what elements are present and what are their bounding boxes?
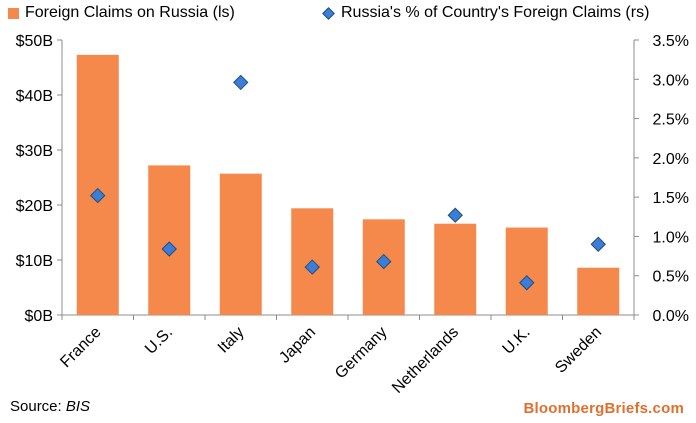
source-name: BIS bbox=[65, 398, 91, 415]
right-tick-label: 1.5% bbox=[653, 190, 689, 207]
source-prefix: Source: bbox=[10, 398, 62, 415]
brand-watermark: BloombergBriefs.com bbox=[523, 400, 684, 417]
left-tick-label: $40B bbox=[16, 88, 53, 105]
bar bbox=[76, 54, 119, 315]
left-tick-label: $0B bbox=[25, 308, 53, 325]
right-tick-label: 3.5% bbox=[653, 33, 689, 50]
source-note: Source: BIS bbox=[10, 398, 90, 415]
bar bbox=[219, 173, 262, 315]
diamond-marker bbox=[447, 207, 463, 223]
legend-bar-swatch bbox=[8, 7, 19, 19]
left-tick-label: $10B bbox=[16, 253, 53, 270]
category-label: Japan bbox=[276, 324, 319, 367]
legend-item-diamonds: Russia's % of Country's Foreign Claims (… bbox=[322, 4, 649, 22]
category-label: U.S. bbox=[142, 324, 176, 358]
right-tick-label: 2.0% bbox=[653, 151, 689, 168]
category-label: Germany bbox=[332, 324, 391, 383]
diamond-marker bbox=[161, 241, 177, 257]
right-tick-label: 3.0% bbox=[653, 72, 689, 89]
legend-bar-label: Foreign Claims on Russia (ls) bbox=[25, 4, 235, 21]
legend-item-bars: Foreign Claims on Russia (ls) bbox=[8, 4, 235, 22]
category-label: France bbox=[57, 324, 104, 371]
bar bbox=[505, 227, 548, 315]
right-tick-label: 0.0% bbox=[653, 308, 689, 325]
diamond-marker bbox=[304, 259, 320, 275]
category-label: Netherlands bbox=[389, 324, 462, 397]
right-tick-label: 0.5% bbox=[653, 269, 689, 286]
right-tick-label: 1.0% bbox=[653, 229, 689, 246]
left-tick-label: $50B bbox=[16, 33, 53, 50]
category-label: U.K. bbox=[500, 324, 534, 358]
left-tick-label: $30B bbox=[16, 143, 53, 160]
legend-diamond-label: Russia's % of Country's Foreign Claims (… bbox=[341, 4, 650, 21]
diamond-marker bbox=[376, 253, 392, 270]
bar bbox=[148, 165, 191, 315]
diamond-marker bbox=[233, 74, 249, 91]
bar bbox=[434, 223, 477, 315]
legend: Foreign Claims on Russia (ls) Russia's %… bbox=[0, 4, 696, 26]
left-tick-label: $20B bbox=[16, 198, 53, 215]
category-label: Sweden bbox=[552, 324, 605, 377]
right-tick-label: 2.5% bbox=[653, 112, 689, 129]
diamond-marker bbox=[590, 236, 606, 252]
diamond-marker bbox=[90, 187, 106, 204]
diamond-marker bbox=[519, 275, 535, 291]
category-label: Italy bbox=[215, 324, 248, 357]
bar bbox=[577, 267, 620, 315]
